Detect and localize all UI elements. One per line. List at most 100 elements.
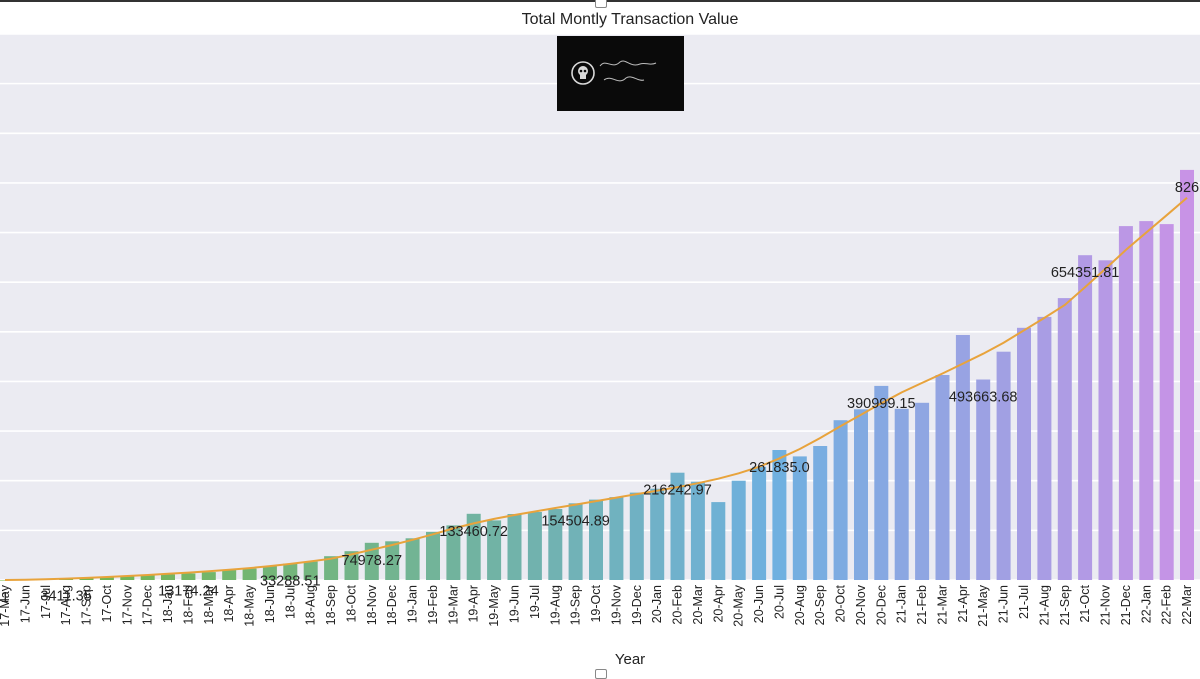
bar-19-Apr: [466, 513, 481, 580]
bar-19-Feb: [426, 531, 440, 580]
bar-series: [0, 169, 1194, 581]
x-tick-19-Jan: 19-Jan: [406, 585, 420, 623]
x-tick-17-May: 17-May: [0, 584, 12, 626]
x-tick-17-Sep: 17-Sep: [80, 585, 94, 625]
logo: [557, 36, 684, 111]
bar-20-Jan: [650, 488, 665, 580]
x-tick-21-Dec: 21-Dec: [1119, 585, 1133, 625]
x-tick-20-Jul: 20-Jul: [772, 585, 786, 619]
bar-22-Feb: [1159, 224, 1174, 580]
bar-21-Mar: [935, 375, 950, 580]
data-label-18-Jul: 33288.51: [260, 574, 320, 590]
x-tick-21-Sep: 21-Sep: [1058, 585, 1072, 625]
signature-graphic: [599, 60, 657, 82]
x-tick-17-Dec: 17-Dec: [141, 585, 155, 625]
bar-19-Jul: [527, 512, 542, 580]
x-tick-21-Apr: 21-Apr: [956, 585, 970, 623]
x-tick-21-Jan: 21-Jan: [895, 585, 909, 623]
x-tick-19-Sep: 19-Sep: [569, 585, 583, 625]
x-tick-19-Aug: 19-Aug: [548, 585, 562, 625]
x-tick-20-Aug: 20-Aug: [793, 585, 807, 625]
x-tick-21-Nov: 21-Nov: [1099, 584, 1113, 625]
x-tick-21-Feb: 21-Feb: [915, 585, 929, 625]
x-tick-19-Dec: 19-Dec: [630, 585, 644, 625]
data-label-17-May: 1: [1, 590, 9, 606]
data-label-19-Sep: 154504.89: [541, 513, 610, 529]
x-tick-19-Jul: 19-Jul: [528, 585, 542, 619]
x-tick-18-Jun: 18-Jun: [263, 585, 277, 623]
bar-20-Mar: [690, 481, 705, 580]
data-label-18-Feb: 13174.24: [158, 584, 218, 600]
bar-18-Aug: [303, 561, 318, 580]
x-axis-title: Year: [615, 651, 645, 668]
x-tick-19-May: 19-May: [487, 584, 501, 626]
bar-21-Aug: [1037, 316, 1052, 580]
x-tick-17-Jun: 17-Jun: [18, 585, 32, 623]
bar-19-Jun: [507, 514, 522, 580]
data-label-21-Oct: 654351.81: [1051, 265, 1120, 281]
data-label-22-Mar: 826: [1175, 180, 1199, 196]
x-tick-18-May: 18-May: [243, 584, 257, 626]
bar-19-Sep: [568, 503, 583, 580]
x-tick-20-May: 20-May: [732, 584, 746, 626]
x-tick-19-Oct: 19-Oct: [589, 584, 603, 622]
x-tick-20-Jan: 20-Jan: [650, 585, 664, 623]
bar-17-Dec: [140, 575, 155, 580]
bar-17-Oct: [99, 577, 114, 580]
x-tick-19-Jun: 19-Jun: [508, 585, 522, 623]
bar-19-Oct: [589, 499, 603, 580]
data-label-20-Jul: 261835.0: [749, 460, 809, 476]
x-tick-18-Oct: 18-Oct: [345, 584, 359, 622]
bar-20-Nov: [854, 409, 868, 580]
bar-21-May: [976, 379, 991, 580]
bar-20-May: [731, 480, 746, 580]
bar-21-Feb: [915, 402, 930, 580]
x-tick-19-Apr: 19-Apr: [467, 585, 481, 623]
bar-18-Mar: [201, 572, 216, 580]
bar-20-Oct: [833, 420, 848, 580]
bar-19-May: [487, 520, 502, 580]
x-tick-19-Mar: 19-Mar: [446, 585, 460, 625]
bar-20-Jul: [772, 450, 787, 580]
bar-21-Oct: [1078, 255, 1093, 580]
bar-19-Mar: [446, 525, 461, 580]
x-tick-18-Aug: 18-Aug: [304, 585, 318, 625]
x-tick-18-Dec: 18-Dec: [385, 585, 399, 625]
bar-20-Feb: [670, 472, 685, 580]
x-tick-20-Oct: 20-Oct: [834, 584, 848, 622]
x-tick-18-Mar: 18-Mar: [202, 585, 216, 625]
bar-19-Nov: [609, 497, 624, 580]
bar-19-Jan: [405, 538, 420, 580]
x-tick-18-Nov: 18-Nov: [365, 584, 379, 625]
resize-handle-top[interactable]: [595, 0, 607, 8]
data-label-20-Dec: 390999.15: [847, 396, 916, 412]
x-tick-21-Mar: 21-Mar: [936, 585, 950, 625]
x-tick-21-Oct: 21-Oct: [1078, 584, 1092, 622]
bar-20-Dec: [874, 385, 889, 580]
x-tick-18-Feb: 18-Feb: [181, 585, 195, 625]
x-tick-20-Sep: 20-Sep: [813, 585, 827, 625]
bar-18-Oct: [344, 551, 359, 580]
bar-21-Sep: [1057, 298, 1072, 580]
x-tick-20-Nov: 20-Nov: [854, 584, 868, 625]
x-tick-17-Aug: 17-Aug: [59, 585, 73, 625]
bar-20-Jun: [752, 466, 767, 580]
bar-22-Jan: [1139, 221, 1154, 580]
bar-18-Jun: [262, 566, 277, 580]
x-tick-20-Apr: 20-Apr: [711, 585, 725, 623]
bar-21-Jul: [1017, 327, 1031, 580]
x-tick-18-Jul: 18-Jul: [283, 585, 297, 619]
bar-21-Jun: [996, 351, 1011, 580]
data-label-18-Nov: 74978.27: [342, 553, 402, 569]
x-tick-20-Mar: 20-Mar: [691, 585, 705, 625]
x-tick-19-Feb: 19-Feb: [426, 585, 440, 625]
bar-17-Nov: [120, 576, 135, 580]
data-label-21-May: 493663.68: [949, 390, 1018, 406]
bar-18-May: [242, 568, 257, 580]
x-tick-21-Jul: 21-Jul: [1017, 585, 1031, 619]
x-tick-22-Mar: 22-Mar: [1180, 585, 1194, 625]
bar-18-Sep: [324, 556, 339, 580]
bar-18-Dec: [385, 541, 400, 580]
data-label-19-Apr: 133460.72: [439, 524, 508, 540]
bar-21-Jan: [894, 408, 909, 580]
